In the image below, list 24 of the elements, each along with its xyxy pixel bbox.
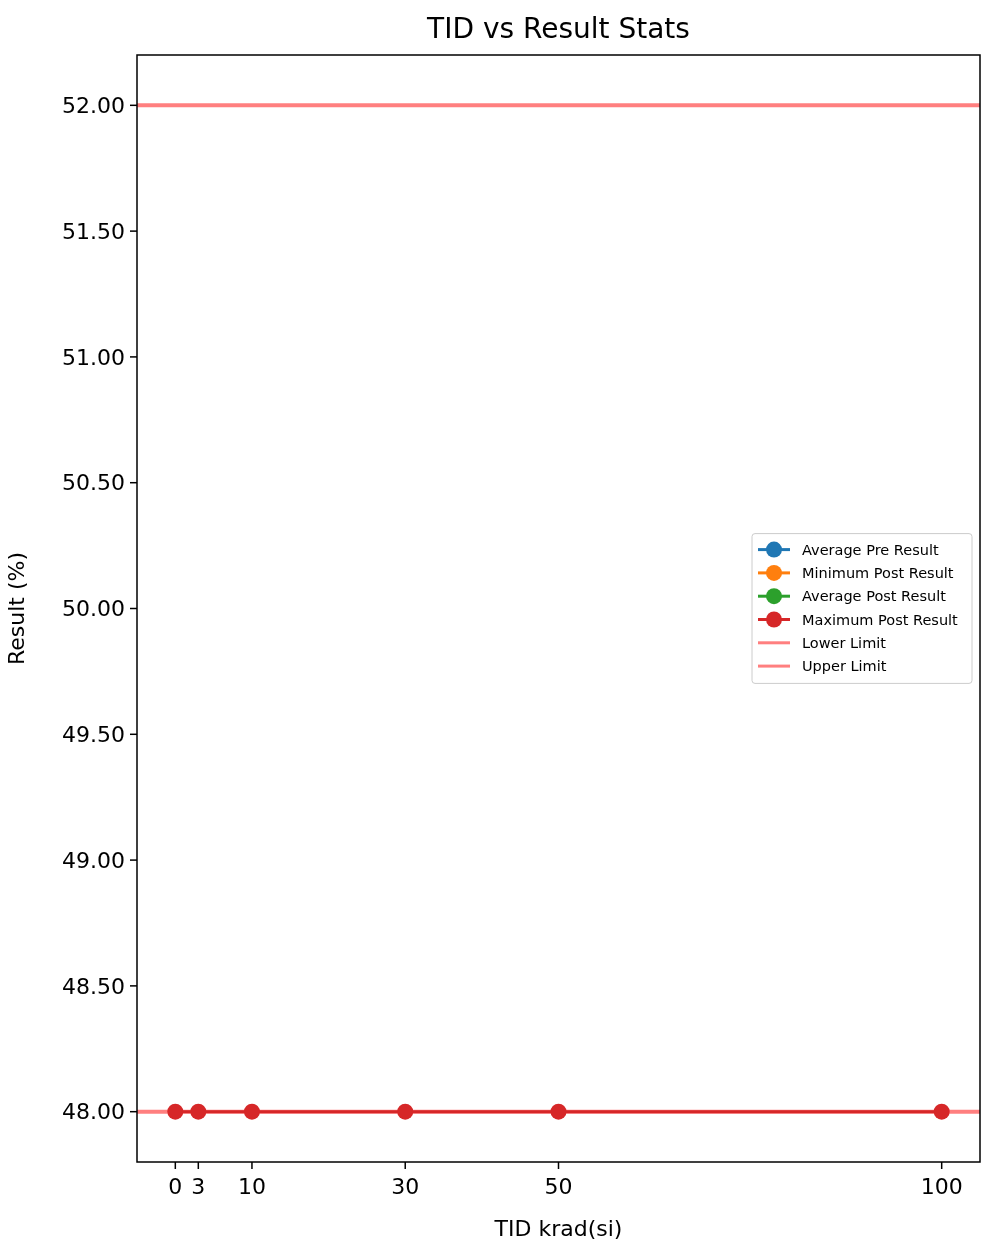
legend-label: Maximum Post Result <box>802 611 959 628</box>
y-tick-label: 48.50 <box>62 973 125 999</box>
x-tick-label: 10 <box>237 1174 266 1199</box>
legend-label: Lower Limit <box>802 634 887 651</box>
x-tick-label: 30 <box>391 1174 420 1199</box>
legend-label: Upper Limit <box>802 658 887 675</box>
y-tick-label: 51.00 <box>62 344 125 370</box>
y-tick-label: 48.00 <box>62 1099 125 1125</box>
x-tick-label: 50 <box>544 1174 573 1199</box>
y-tick-label: 49.00 <box>62 847 125 873</box>
y-tick-label: 51.50 <box>62 218 125 244</box>
legend-label: Minimum Post Result <box>802 564 954 581</box>
y-tick-label: 50.50 <box>62 470 125 496</box>
x-axis-title: TID krad(si) <box>493 1216 623 1241</box>
legend-label: Average Post Result <box>802 588 947 605</box>
y-tick-label: 49.50 <box>62 722 125 747</box>
y-tick-label: 50.00 <box>62 596 125 622</box>
legend-label: Average Pre Result <box>802 541 939 558</box>
y-axis-title: Result (%) <box>4 551 29 666</box>
x-tick-label: 0 <box>168 1174 183 1199</box>
x-tick-label: 100 <box>920 1174 963 1199</box>
y-tick-label: 52.00 <box>62 93 125 119</box>
chart-title: TID vs Result Stats <box>426 12 690 45</box>
x-tick-label: 3 <box>191 1174 206 1199</box>
